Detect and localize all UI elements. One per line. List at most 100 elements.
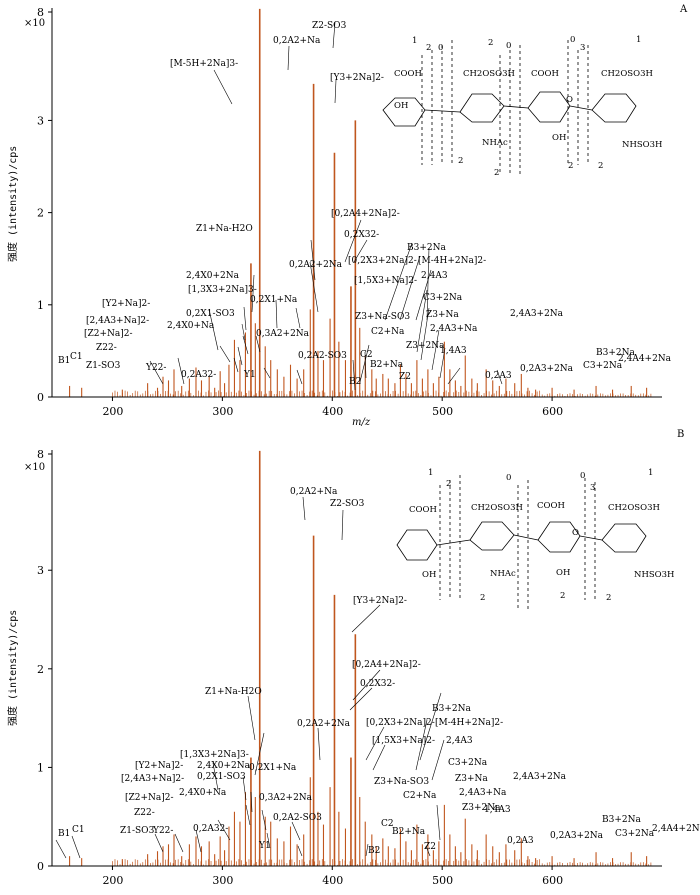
ann-b-2: [Y3+2Na]2- xyxy=(353,596,407,606)
ann-b-8: B3+2Na xyxy=(432,704,471,714)
ann-b-36: Y1 xyxy=(258,841,271,851)
ann-b-5: 0,2X32- xyxy=(360,679,395,689)
ann-b-18: 2,4X0+Na xyxy=(179,788,227,798)
ann-b-7: [0,2X3+2Na]2- xyxy=(366,718,435,728)
ann-a-13: [1,3X3+2Na]3- xyxy=(188,285,257,295)
ann-a-7: 0,2A2+2Na xyxy=(289,260,343,270)
struct-a-2: COOH xyxy=(531,69,559,79)
panel-a-annotations: [M-5H+2Na]3- 0,2A2+Na Z2-SO3 [Y3+2Na]2- … xyxy=(58,21,672,391)
ann-a-24: C2+Na xyxy=(371,327,405,337)
ann-a-42: B3+2Na xyxy=(596,348,635,358)
y-tick-label-1-8: 8 xyxy=(37,448,44,461)
struct-b-3: CH2OSO3H xyxy=(608,503,660,513)
ann-b-23: [Z2+Na]2- xyxy=(125,793,174,803)
struct-b-13: 3 xyxy=(590,483,595,493)
ann-a-35: C1 xyxy=(70,352,83,362)
x-tick-label-1-200: 200 xyxy=(102,874,123,887)
ann-b-43: B3+2Na xyxy=(602,815,641,825)
ann-a-46: Z2 xyxy=(399,372,411,382)
ann-a-41: 0,2A3+2Na xyxy=(520,364,574,374)
panel-a-peaks xyxy=(69,8,652,397)
x-tick-label-0-300: 300 xyxy=(212,405,233,418)
ann-a-14: 0,2X1+Na xyxy=(250,295,298,305)
ann-a-26: 2,4A3+Na xyxy=(430,324,478,334)
panel-b-peaks xyxy=(69,450,652,866)
struct-b-16: 2 xyxy=(560,591,565,601)
y-tick-label-1-2: 2 xyxy=(37,663,44,676)
struct-b-8: O xyxy=(572,528,579,538)
panel-b-y-ticks: 0 1 2 3 8 xyxy=(37,448,52,873)
ann-a-29: Z1-SO3 xyxy=(86,361,121,371)
y-tick-label-1-1: 1 xyxy=(37,761,44,774)
ann-b-11: [Y2+Na]2- xyxy=(135,761,183,771)
ann-a-33: Z3+2Na xyxy=(406,341,445,351)
ann-a-9: [M-4H+2Na]2- xyxy=(418,256,486,266)
y-tick-label-0-3: 3 xyxy=(37,114,44,127)
ann-b-19: C3+2Na xyxy=(448,758,488,768)
ann-b-16: [2,4A3+Na]2- xyxy=(121,774,184,784)
struct-a-12: 2 xyxy=(488,38,493,48)
struct-b-15: 2 xyxy=(480,593,485,603)
x-tick-label-1-500: 500 xyxy=(432,874,453,887)
struct-b-0: COOH xyxy=(409,505,437,515)
struct-b-17: 2 xyxy=(606,593,611,603)
y-tick-label-1-3: 3 xyxy=(37,564,44,577)
panel-b-yscale-label: ×10 xyxy=(24,462,45,473)
struct-a-5: NHAc xyxy=(482,138,508,148)
ann-b-42: 0,2A3+2Na xyxy=(550,831,604,841)
panel-b-structure-labels: COOH CH2OSO3H COOH CH2OSO3H OH NHAc OH N… xyxy=(409,468,674,603)
struct-a-4: OH xyxy=(394,101,408,111)
struct-a-17: 2 xyxy=(458,156,463,166)
ann-b-9: [M-4H+2Na]2- xyxy=(435,718,503,728)
ann-a-1: 0,2A2+Na xyxy=(273,36,321,46)
ann-a-38: C2 xyxy=(360,350,373,360)
ann-a-34: B1 xyxy=(58,356,70,366)
struct-a-18: 2 xyxy=(494,168,499,178)
ann-b-41: 0,2A3 xyxy=(507,836,534,846)
ann-b-40: Z2 xyxy=(424,842,436,852)
struct-a-6: OH xyxy=(552,133,566,143)
ann-a-27: 2,4A3+2Na xyxy=(510,309,564,319)
struct-a-15: 3 xyxy=(580,43,585,53)
ann-b-14: [1,5X3+Na]2- xyxy=(372,736,435,746)
panel-a-y-axis-label: 强度 (intensity)/cps xyxy=(6,146,19,262)
struct-b-1: CH2OSO3H xyxy=(471,503,523,513)
panel-a-letter: A xyxy=(679,4,688,15)
ann-a-15: [1,5X3+Na]2- xyxy=(354,276,417,286)
struct-a-0: COOH xyxy=(394,69,422,79)
struct-a-16: 1 xyxy=(636,35,641,45)
ann-b-27: Z22- xyxy=(134,808,155,818)
ann-b-20: Z3+Na xyxy=(455,774,488,784)
struct-a-3: CH2OSO3H xyxy=(601,69,653,79)
struct-a-1: CH2OSO3H xyxy=(463,69,515,79)
ann-b-3: Z1+Na-H2O xyxy=(205,687,262,697)
panel-b-y-axis-label: 强度 (intensity)/cps xyxy=(6,610,19,726)
ann-a-31: 0,2A2-SO3 xyxy=(298,351,347,361)
ann-a-19: [2,4A3+Na]2- xyxy=(86,316,149,326)
struct-b-4: OH xyxy=(422,570,436,580)
ann-a-44: 2,4A4+2Na xyxy=(618,354,672,364)
ann-a-32: 1,4A3 xyxy=(440,346,467,356)
struct-a-7: NHSO3H xyxy=(622,140,662,150)
ann-b-28: Z1-SO3 xyxy=(120,826,155,836)
ann-b-24: 0,3A2+2Na xyxy=(259,793,313,803)
ann-a-12: 2,4X0+2Na xyxy=(186,271,240,281)
ann-a-16: [Y2+Na]2- xyxy=(102,299,150,309)
struct-a-11: 0 xyxy=(438,43,443,53)
ann-b-31: 0,2A2-SO3 xyxy=(273,813,322,823)
ann-a-20: 2,4X0+Na xyxy=(167,321,215,331)
ann-a-0: [M-5H+2Na]3- xyxy=(170,59,238,69)
struct-a-20: 2 xyxy=(598,161,603,171)
ann-a-23: [Z2+Na]2- xyxy=(84,329,133,339)
ann-a-2: Z2-SO3 xyxy=(312,21,347,31)
struct-a-13: 0 xyxy=(506,41,511,51)
ann-a-40: 0,2A3 xyxy=(485,371,512,381)
y-tick-label-0-8: 8 xyxy=(37,6,44,19)
panel-a-yscale-label: ×10 xyxy=(24,18,45,29)
ann-a-36: 0,2A32- xyxy=(181,370,216,380)
x-tick-label-0-600: 600 xyxy=(542,405,563,418)
ann-a-25: 0,3A2+2Na xyxy=(256,329,310,339)
x-tick-label-1-400: 400 xyxy=(322,874,343,887)
